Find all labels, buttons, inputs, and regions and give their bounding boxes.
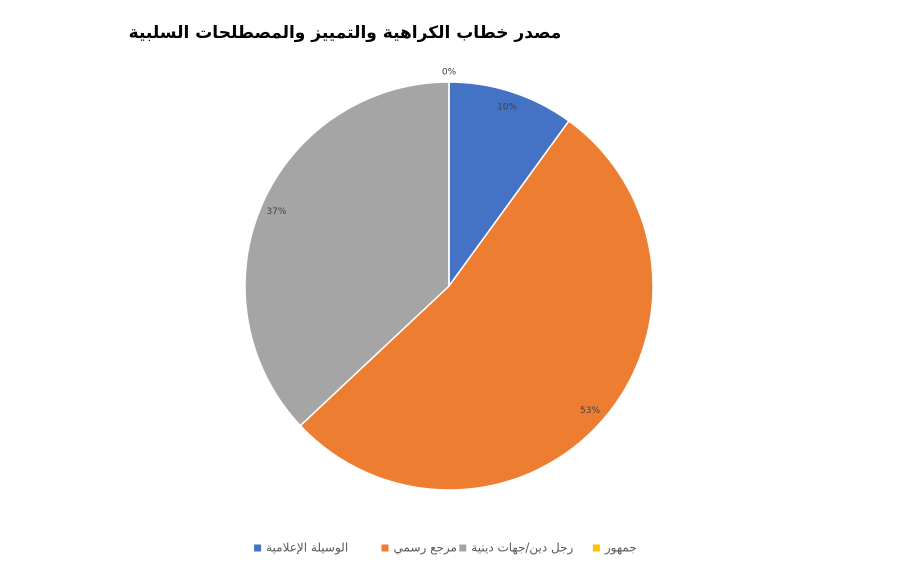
data-label: 10% — [497, 103, 517, 113]
data-label: 0% — [442, 68, 457, 78]
legend-label: الوسيلة الإعلامية — [266, 541, 348, 556]
legend-swatch — [459, 544, 467, 552]
data-label: 37% — [266, 207, 286, 217]
chart-title: مصدر خطاب الكراهية والتمييز والمصطلحات ا… — [129, 23, 562, 43]
legend-swatch — [592, 544, 600, 552]
legend-swatch — [381, 544, 389, 552]
legend-label: جمهور — [604, 541, 637, 556]
legend-label: مرجع رسمي — [394, 541, 457, 556]
pie-slice — [448, 81, 570, 289]
pie-slice — [299, 119, 654, 491]
legend-label: رجل دين/جهات دينية — [471, 541, 573, 556]
pie-slice — [244, 81, 450, 427]
legend-swatch — [254, 544, 262, 552]
data-label: 53% — [580, 406, 600, 416]
